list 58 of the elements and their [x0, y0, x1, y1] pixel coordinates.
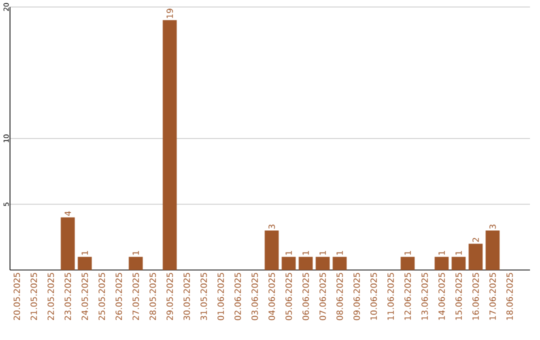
x-tick-label: 31.05.2025 [200, 272, 207, 320]
data-label: 1 [132, 251, 139, 255]
bar [298, 256, 313, 270]
bar [452, 256, 466, 270]
x-tick-label: 09.06.2025 [353, 272, 360, 320]
x-tick-label: 21.05.2025 [30, 272, 38, 320]
x-tick-label: 27.05.2025 [132, 272, 139, 320]
x-tick-label: 30.05.2025 [184, 272, 190, 320]
bar [128, 256, 143, 270]
x-tick-label: 01.06.2025 [218, 272, 224, 320]
x-tick-label: 07.06.2025 [319, 272, 326, 320]
data-label: 19 [166, 8, 173, 18]
x-tick-label: 04.06.2025 [268, 272, 275, 320]
bar [316, 256, 330, 270]
bar [486, 230, 500, 270]
x-tick-label: 18.06.2025 [506, 272, 513, 320]
x-tick-label: 06.06.2025 [302, 272, 309, 320]
bar [468, 244, 483, 270]
data-label: 1 [336, 251, 343, 255]
x-tick-label: 03.06.2025 [252, 272, 258, 320]
bar [264, 230, 279, 270]
x-tick-label: 02.06.2025 [234, 272, 241, 320]
data-label: 1 [438, 251, 445, 255]
x-tick-label: 14.06.2025 [438, 272, 445, 320]
data-label: 2 [472, 238, 479, 242]
x-tick-label: 10.06.2025 [370, 272, 377, 320]
x-tick-label: 25.05.2025 [98, 272, 105, 320]
data-label: 1 [404, 251, 411, 255]
x-tick-label: 20.05.2025 [14, 272, 20, 320]
x-tick-label: 17.06.2025 [489, 272, 496, 320]
x-tick-label: 26.05.2025 [116, 272, 122, 320]
bar [434, 256, 449, 270]
bar [60, 217, 75, 270]
data-label: 1 [320, 251, 326, 255]
x-tick-label: 13.06.2025 [421, 272, 428, 320]
data-label: 1 [286, 251, 292, 255]
bar [78, 256, 92, 270]
bar [400, 256, 415, 270]
x-tick-label: 08.06.2025 [336, 272, 343, 320]
x-tick-label: 15.06.2025 [455, 272, 462, 320]
data-label: 1 [302, 251, 309, 255]
x-tick-label: 28.05.2025 [150, 272, 156, 320]
data-label: 1 [456, 251, 462, 255]
bar [332, 256, 347, 270]
x-tick-label: 24.05.2025 [82, 272, 88, 320]
x-tick-label: 11.06.2025 [387, 272, 394, 320]
bar [282, 256, 296, 270]
data-label: 1 [82, 251, 88, 255]
x-tick-label: 05.06.2025 [286, 272, 292, 320]
x-tick-label: 12.06.2025 [404, 272, 411, 320]
x-tick-label: 23.05.2025 [64, 272, 71, 320]
data-label: 4 [64, 211, 71, 216]
bar [162, 20, 177, 270]
data-label: 3 [268, 224, 275, 229]
x-tick-label: 29.05.2025 [166, 272, 173, 320]
data-label: 3 [489, 224, 496, 229]
x-tick-label: 16.06.2025 [472, 272, 479, 320]
x-tick-label: 22.05.2025 [48, 272, 54, 320]
